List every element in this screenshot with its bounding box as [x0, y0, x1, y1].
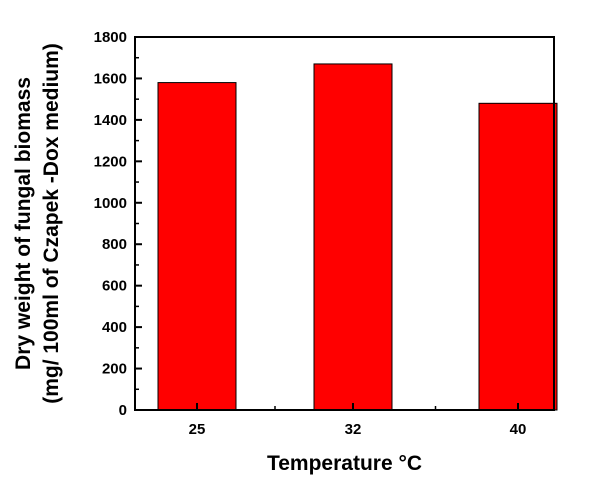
- x-axis-title: Temperature °C: [267, 452, 422, 475]
- bars-group: [157, 63, 558, 411]
- y-axis: 0 200 400 600 800 1000 1200 1400 1600 1800: [94, 29, 142, 419]
- y-axis-title-line1: Dry weight of fungal biomass: [12, 77, 35, 370]
- y-tick-label: 600: [102, 278, 127, 295]
- x-axis-title-text: Temperature °C: [267, 452, 422, 475]
- y-tick-label: 1600: [94, 70, 127, 87]
- x-tick-label-40: 40: [510, 421, 527, 438]
- y-tick-label: 1400: [94, 112, 127, 129]
- y-tick-label: 0: [119, 402, 127, 419]
- bar-32: [313, 63, 393, 411]
- y-tick-label: 800: [102, 236, 127, 253]
- x-tick-label-32: 32: [345, 421, 362, 438]
- y-tick-label: 1200: [94, 153, 127, 170]
- y-tick-label: 1000: [94, 195, 127, 212]
- y-tick-label: 200: [102, 361, 127, 378]
- x-tick-label-25: 25: [189, 421, 206, 438]
- bar-25: [157, 82, 237, 411]
- y-axis-title-line2: (mg/ 100ml of Czapek -Dox medium): [40, 43, 63, 404]
- x-axis: 25 32 40: [189, 403, 527, 438]
- y-tick-label: 400: [102, 319, 127, 336]
- y-tick-label: 1800: [94, 29, 127, 46]
- bar-40: [478, 102, 558, 411]
